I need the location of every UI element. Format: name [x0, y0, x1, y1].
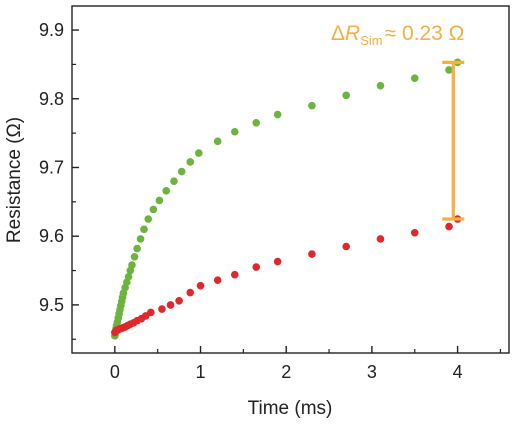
- green-data-point: [124, 272, 133, 281]
- green-data-point: [130, 252, 139, 261]
- annotation-value: ≈ 0.23 Ω: [385, 22, 465, 45]
- green-data-point: [133, 244, 141, 253]
- y-tick-label: 9.8: [39, 89, 64, 109]
- annotation-subscript: Sim: [360, 33, 382, 48]
- green-data-point: [195, 149, 203, 157]
- red-data-point: [213, 276, 222, 284]
- y-tick-label: 9.7: [39, 157, 64, 177]
- x-tick-label: 3: [367, 362, 377, 382]
- red-data-point: [376, 235, 385, 243]
- red-data-point: [273, 257, 282, 266]
- green-data-point: [213, 137, 222, 146]
- x-tick-label: 1: [196, 362, 206, 382]
- green-data-point: [410, 74, 419, 82]
- red-data-point: [231, 270, 239, 279]
- green-data-point: [140, 225, 148, 234]
- green-data-point: [149, 205, 158, 214]
- y-tick-label: 9.9: [39, 20, 64, 40]
- red-data-point: [342, 242, 351, 251]
- green-data-point: [252, 119, 261, 127]
- plot-frame: [71, 5, 510, 354]
- green-data-point: [445, 66, 453, 74]
- x-tick-label: 0: [110, 362, 120, 382]
- green-data-point: [308, 101, 316, 110]
- red-data-point: [166, 301, 175, 309]
- red-data-point: [308, 250, 316, 258]
- green-data-point: [136, 235, 145, 243]
- red-data-point: [410, 228, 419, 237]
- y-axis-label: Resistance (Ω): [4, 117, 25, 243]
- ticks-group: 0 1 2 3 4 9.5 9.6 9.7 9.8 9.9: [39, 20, 502, 382]
- red-data-point: [186, 288, 195, 297]
- green-data-point: [170, 177, 178, 186]
- annotation-group: [442, 60, 465, 221]
- green-data-point: [162, 187, 171, 195]
- y-tick-label: 9.5: [39, 295, 64, 315]
- green-data-point: [128, 261, 136, 269]
- green-data-point: [231, 127, 239, 136]
- red-data-point: [196, 281, 205, 290]
- red-data-point: [445, 222, 453, 231]
- red-data-point: [147, 308, 155, 317]
- red-data-point: [252, 263, 261, 271]
- data-points-group: [111, 58, 462, 340]
- green-data-point: [144, 215, 153, 223]
- annotation-delta: Δ: [331, 22, 345, 45]
- y-tick-label: 9.6: [39, 226, 64, 246]
- red-data-point: [158, 305, 166, 313]
- x-tick-label: 4: [453, 362, 463, 382]
- green-data-point: [376, 81, 385, 90]
- x-axis-label: Time (ms): [248, 398, 333, 419]
- green-data-point: [186, 158, 195, 166]
- green-data-point: [177, 167, 186, 176]
- green-data-point: [342, 91, 351, 100]
- red-data-point: [175, 296, 183, 305]
- x-tick-label: 2: [281, 362, 291, 382]
- green-data-point: [155, 196, 164, 205]
- delta-r-annotation: ΔRSim≈ 0.23 Ω: [331, 22, 464, 48]
- annotation-symbol: R: [345, 22, 360, 45]
- green-data-point: [273, 110, 282, 119]
